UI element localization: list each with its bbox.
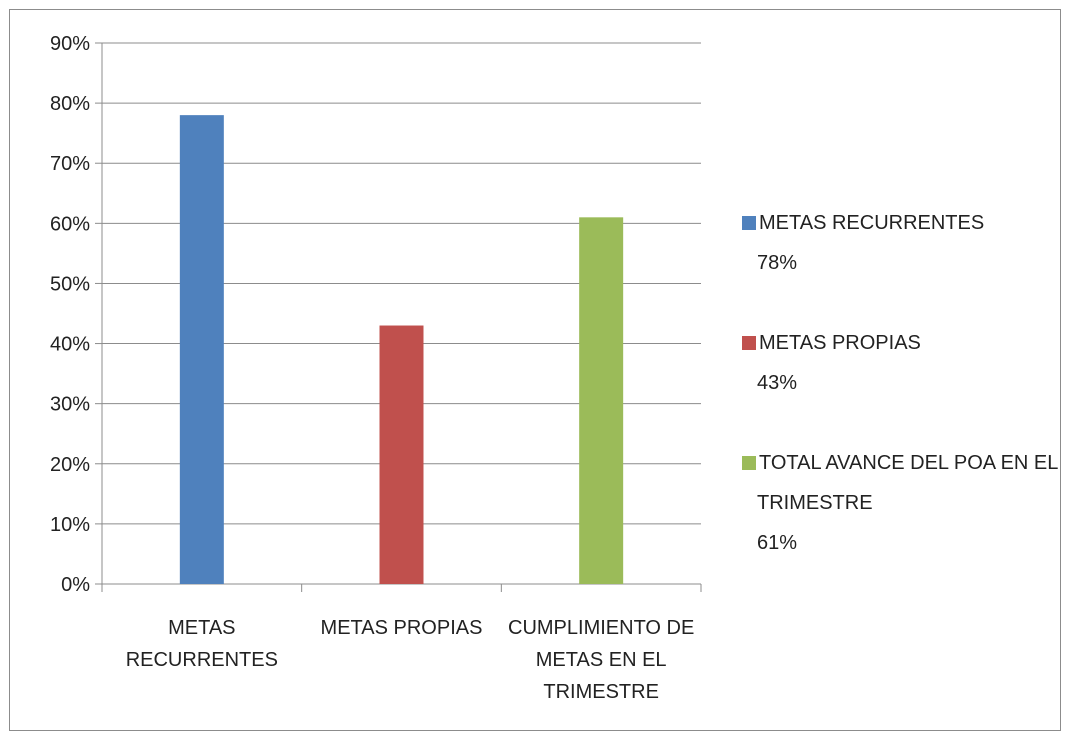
legend-label: TOTAL AVANCE DEL POA EN EL	[759, 452, 1059, 474]
y-tick-label: 10%	[50, 514, 90, 536]
legend-label: 61%	[757, 532, 798, 554]
bar-chart: 0% 10% 20% 30% 40% 50% 60% 70% 80% 90% METAS RECURR…	[50, 33, 702, 703]
y-tick-label: 80%	[50, 93, 90, 115]
x-category-label-line: RECURRENTES	[126, 649, 278, 671]
x-category-label: CUMPLIMIENTO DE METAS EN EL TRIMESTRE	[508, 617, 694, 703]
legend-label: 78%	[757, 252, 798, 274]
bar	[579, 217, 624, 585]
y-tick-label: 70%	[50, 153, 90, 175]
y-tick-label: 0%	[61, 574, 90, 596]
x-category-label-line: METAS PROPIAS	[321, 617, 483, 639]
y-tick-label: 20%	[50, 454, 90, 476]
legend-label: 43%	[757, 372, 798, 394]
legend-swatch	[742, 336, 756, 350]
bar	[379, 325, 424, 584]
x-category-label-line: CUMPLIMIENTO DE	[508, 617, 694, 639]
bar	[179, 115, 224, 584]
y-tick-label: 60%	[50, 213, 90, 235]
x-category-label-line: METAS EN EL	[536, 649, 667, 671]
chart-frame: 0% 10% 20% 30% 40% 50% 60% 70% 80% 90% METAS RECURR…	[9, 9, 1061, 731]
x-category-label-line: TRIMESTRE	[543, 681, 659, 703]
legend-swatch	[742, 216, 756, 230]
legend-swatch	[742, 456, 756, 470]
y-tick-label: 90%	[50, 33, 90, 55]
legend-label: TRIMESTRE	[757, 492, 873, 514]
legend-label: METAS PROPIAS	[759, 332, 921, 354]
y-tick-label: 40%	[50, 334, 90, 356]
y-tick-label: 30%	[50, 394, 90, 416]
legend-label: METAS RECURRENTES	[759, 212, 985, 234]
x-category-label-line: METAS	[168, 617, 235, 639]
x-category-label: METAS PROPIAS	[321, 617, 483, 639]
y-tick-label: 50%	[50, 273, 90, 295]
x-category-label: METAS RECURRENTES	[126, 617, 278, 671]
